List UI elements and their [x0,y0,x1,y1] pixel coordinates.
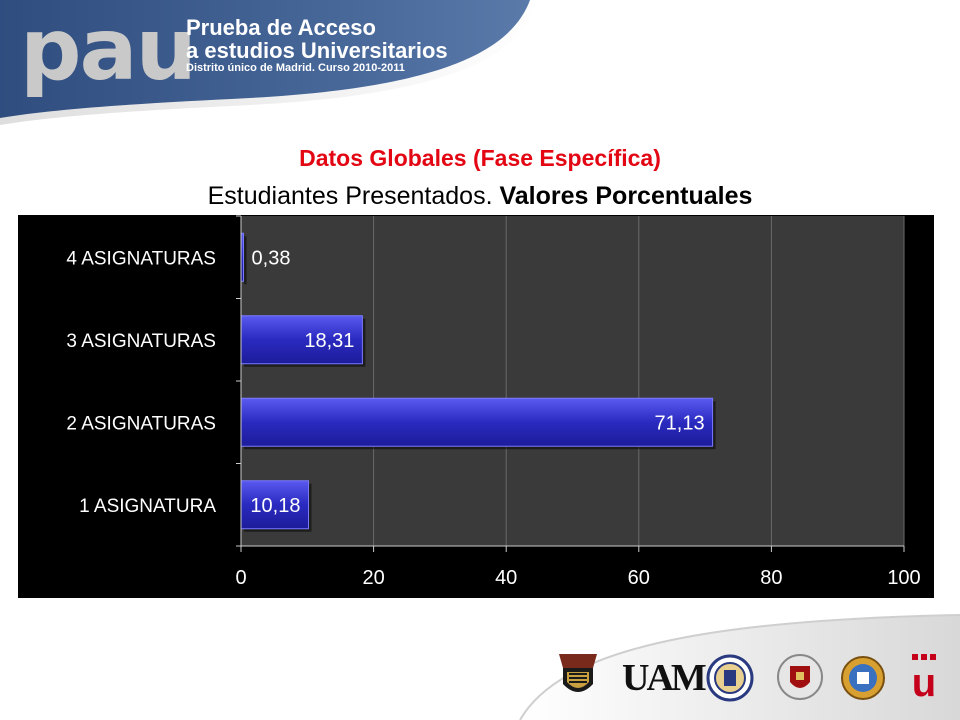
x-tick-label-60: 60 [628,567,650,589]
uc3m-logo-icon: u [912,654,936,700]
uam-logo-icon: UAM [622,655,707,701]
category-label-1: 1 ASIGNATURA [79,496,216,517]
uc3m-logo-text: u [912,661,936,700]
header-banner [0,0,540,125]
header-line-1: Prueba de Acceso [186,15,376,40]
labels: 0 20 40 60 80 100 1 ASIGNATURA 10,18 2 ASIGNATUR… [66,247,920,589]
category-label-2: 2 ASIGNATURAS [66,413,216,434]
plot-area [241,216,904,546]
x-tick-label-80: 80 [760,567,782,589]
header-line-3: Distrito único de Madrid. Curso 2010-201… [186,62,405,74]
x-tick-label-40: 40 [495,567,517,589]
upm-crest-icon [841,656,885,700]
data-label-2: 71,13 [655,412,705,434]
gridlines [373,216,905,546]
chart-subtitle: Estudiantes Presentados. Valores Porcent… [0,182,960,211]
uam-logo-text: UAM [622,657,707,699]
axes [236,215,905,552]
category-label-4: 4 ASIGNATURAS [66,248,216,269]
bar-2 [240,397,714,447]
bar-3 [240,315,363,365]
uah-crest-icon [559,654,597,692]
chart-canvas: 0 20 40 60 80 100 1 ASIGNATURA 10,18 2 ASIGNATUR… [66,215,921,589]
bar-1 [240,480,309,530]
x-tick-label-20: 20 [362,567,384,589]
x-tick-label-100: 100 [887,567,920,589]
subtitle-bold: Valores Porcentuales [499,182,753,210]
data-label-3: 18,31 [304,330,354,352]
bar-chart: 0 20 40 60 80 100 1 ASIGNATURA 10,18 2 ASIGNATUR… [18,215,934,598]
x-tick-label-0: 0 [235,567,246,589]
bar-shadow-4 [244,236,247,285]
urjc-seal-icon [706,654,754,702]
category-label-3: 3 ASIGNATURAS [66,331,216,352]
subtitle-regular: Estudiantes Presentados. [207,182,500,210]
bars [240,232,716,532]
ucm-crest-icon [777,654,823,700]
pau-logo: pau [20,0,197,100]
chart-title: Datos Globales (Fase Específica) [299,145,661,171]
header-line-2: a estudios Universitarios [186,38,448,63]
data-label-4: 0,38 [252,247,291,269]
data-label-1: 10,18 [250,495,300,517]
